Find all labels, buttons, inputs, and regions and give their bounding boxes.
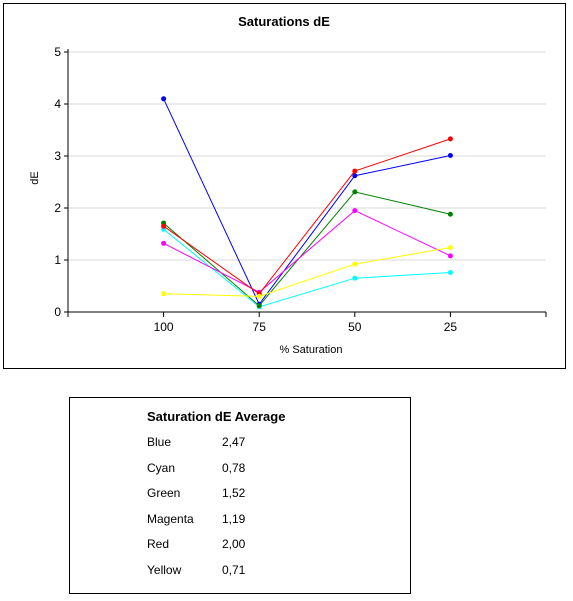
data-point: [352, 173, 358, 179]
y-tick-label: 1: [54, 253, 61, 267]
average-value: 0,71: [222, 562, 246, 577]
series-line: [163, 98, 451, 306]
data-point: [447, 245, 453, 251]
y-tick-label: 2: [54, 201, 61, 215]
x-tick-label: 50: [348, 320, 362, 334]
average-value: 2,47: [222, 435, 246, 449]
average-color-name: Red: [147, 537, 170, 551]
data-point: [161, 223, 167, 229]
x-tick-label: 25: [444, 320, 458, 334]
average-color-name: Green: [147, 486, 181, 500]
chart-title: Saturations dE: [238, 14, 330, 29]
data-point: [256, 293, 262, 299]
data-point: [161, 96, 167, 102]
average-value: 2,00: [222, 537, 246, 551]
data-point: [352, 261, 358, 267]
y-tick-label: 4: [54, 97, 61, 111]
y-axis-label: dE: [29, 171, 41, 184]
x-axis-label: % Saturation: [280, 344, 343, 356]
average-value: 0,78: [222, 460, 246, 475]
x-tick-label: 75: [253, 320, 267, 334]
data-point: [352, 168, 358, 174]
series-line: [163, 191, 451, 307]
series-line: [163, 210, 451, 293]
y-tick-label: 5: [54, 45, 61, 59]
data-point: [256, 303, 262, 309]
data-point: [447, 211, 453, 217]
average-color-name: Yellow: [147, 562, 182, 577]
y-tick-label: 0: [54, 305, 61, 319]
x-tick-label: 100: [154, 320, 174, 334]
average-value: 1,19: [222, 511, 246, 526]
average-color-name: Magenta: [147, 511, 194, 526]
data-point: [352, 189, 358, 195]
data-point: [161, 291, 167, 297]
data-point: [447, 136, 453, 142]
data-point: [352, 275, 358, 281]
y-tick-label: 3: [54, 149, 61, 163]
saturation-line-chart: Saturations dE 0 1 2 3 4 5 100 75 50 25 % Saturatio…: [29, 14, 547, 356]
data-point: [447, 152, 453, 158]
average-table-title: Saturation dE Average: [147, 409, 286, 424]
average-color-name: Blue: [147, 435, 172, 449]
average-table-panel: Saturation dE Average Blue 2,47 Cyan 0,78 Gr…: [69, 397, 411, 594]
data-point: [447, 269, 453, 275]
series-line: [163, 138, 451, 295]
data-point: [447, 253, 453, 259]
average-value: 1,52: [222, 486, 246, 500]
data-point: [352, 208, 358, 214]
series-line: [163, 247, 451, 297]
chart-panel: Saturations dE 0 1 2 3 4 5 100 75 50 25 % Saturatio…: [3, 3, 566, 369]
data-point: [161, 240, 167, 246]
average-color-name: Cyan: [147, 460, 176, 475]
